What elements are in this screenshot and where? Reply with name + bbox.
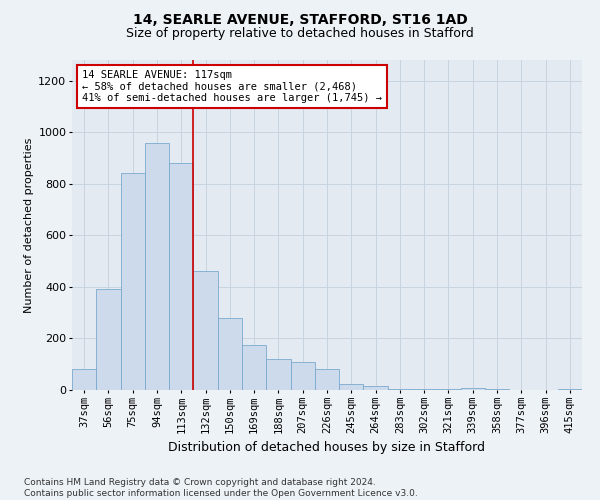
Bar — [461, 388, 485, 390]
Bar — [72, 370, 96, 390]
Bar — [145, 142, 169, 390]
Bar — [339, 384, 364, 390]
Text: 14 SEARLE AVENUE: 117sqm
← 58% of detached houses are smaller (2,468)
41% of sem: 14 SEARLE AVENUE: 117sqm ← 58% of detach… — [82, 70, 382, 103]
Text: Contains HM Land Registry data © Crown copyright and database right 2024.
Contai: Contains HM Land Registry data © Crown c… — [24, 478, 418, 498]
Text: 14, SEARLE AVENUE, STAFFORD, ST16 1AD: 14, SEARLE AVENUE, STAFFORD, ST16 1AD — [133, 12, 467, 26]
Bar — [412, 389, 436, 390]
Bar — [290, 362, 315, 390]
Bar — [388, 388, 412, 390]
Bar — [364, 386, 388, 390]
Y-axis label: Number of detached properties: Number of detached properties — [24, 138, 34, 312]
Bar — [193, 272, 218, 390]
Bar — [121, 174, 145, 390]
Bar — [242, 345, 266, 390]
Bar — [169, 163, 193, 390]
Bar — [96, 290, 121, 390]
Bar — [558, 388, 582, 390]
Text: Size of property relative to detached houses in Stafford: Size of property relative to detached ho… — [126, 28, 474, 40]
Bar — [218, 318, 242, 390]
Bar — [266, 359, 290, 390]
Bar — [315, 370, 339, 390]
X-axis label: Distribution of detached houses by size in Stafford: Distribution of detached houses by size … — [169, 442, 485, 454]
